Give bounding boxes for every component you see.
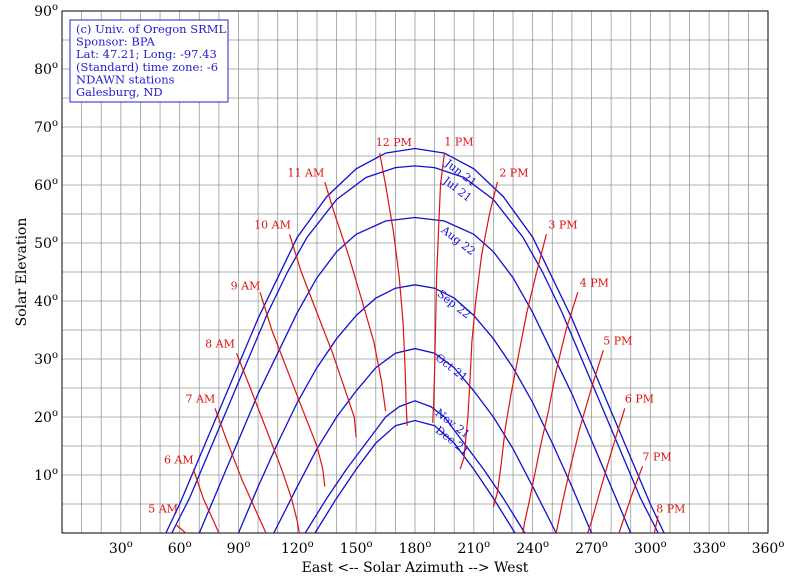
x-tick-label: 300o [634,539,667,557]
date-label-aug-22: Aug 22 [438,223,478,258]
sun-path-oct-21 [273,347,557,534]
x-tick-label: 30o [109,539,133,557]
hour-line-3-pm [492,234,547,508]
info-line-sponsor: Sponsor: BPA [76,35,156,49]
hour-line-6-pm [587,408,626,534]
info-line-coordinates: Lat: 47.21; Long: -97.43 [76,47,217,61]
hour-label-5-pm: 5 PM [603,335,632,348]
y-tick-label: 30o [34,350,58,368]
y-tick-label: 20o [34,408,58,426]
series-layer [165,147,665,534]
hour-line-9-am [259,292,326,487]
y-tick-label: 70o [34,118,58,136]
hour-label-12-pm: 12 PM [376,136,412,149]
y-tick-label: 10o [34,466,58,484]
info-line-copyright: (c) Univ. of Oregon SRML [76,22,227,36]
hour-label-3-pm: 3 PM [548,219,577,232]
hour-line-5-pm [555,350,604,534]
x-axis-title: East <-- Solar Azimuth --> West [302,560,529,576]
hour-label-1-pm: 1 PM [444,136,473,149]
info-box-frame [69,19,229,103]
sun-path-jun-21 [165,147,665,534]
hour-line-10-am [288,234,357,438]
hour-label-8-pm: 8 PM [656,503,685,516]
sun-path-dec-21 [314,419,516,534]
hour-label-4-pm: 4 PM [580,277,609,290]
x-tick-label: 180o [399,539,432,557]
date-label-oct-21: Oct 21 [433,351,470,384]
hour-line-7-am [214,408,267,534]
info-line-network: NDAWN stations [76,72,175,86]
x-tick-label: 330o [693,539,726,557]
sun-path-sep-22 [237,284,593,534]
hour-line-6-am [192,469,220,534]
y-axis-title: Solar Elevation [14,218,30,327]
sun-path-jul-21 [171,165,659,534]
x-tick-label: 210o [457,539,490,557]
x-tick-label: 360o [752,539,785,557]
info-line-location: Galesburg, ND [76,85,163,99]
hour-label-9-am: 9 AM [231,279,261,292]
hour-label-7-am: 7 AM [186,393,216,406]
hour-line-8-am [235,352,300,534]
y-tick-label: 50o [34,234,58,252]
x-tick-label: 90o [227,539,251,557]
y-tick-label: 90o [34,2,58,20]
hour-label-8-am: 8 AM [205,337,235,350]
hour-label-7-pm: 7 PM [642,451,671,464]
hour-line-12-pm [379,152,408,426]
hour-label-5-am: 5 AM [148,503,178,516]
hour-label-6-pm: 6 PM [625,393,654,406]
hour-line-1-pm [432,153,445,423]
x-tick-label: 270o [575,539,608,557]
x-tick-label: 120o [281,539,314,557]
sun-path-aug-22 [198,216,632,534]
hour-line-7-pm [618,466,644,534]
plot-frame [61,10,769,534]
y-tick-label: 40o [34,292,58,310]
x-tick-label: 240o [516,539,549,557]
info-box: (c) Univ. of Oregon SRML Sponsor: BPA La… [69,19,229,103]
hour-line-4-pm [522,292,579,534]
info-line-timezone: (Standard) time zone: -6 [76,60,218,74]
y-tick-label: 80o [34,60,58,78]
hour-label-11-am: 11 AM [288,166,325,179]
hour-label-2-pm: 2 PM [499,166,528,179]
x-tick-label: 150o [340,539,373,557]
hour-label-6-am: 6 AM [164,453,194,466]
hour-label-10-am: 10 AM [254,219,291,232]
hour-line-5-am [175,523,186,534]
sun-path-nov-21 [304,400,526,534]
y-tick-label: 60o [34,176,58,194]
hour-line-2-pm [459,181,498,470]
hour-line-11-am [324,181,387,412]
hour-line-8-pm [653,515,659,534]
x-tick-label: 60o [168,539,192,557]
